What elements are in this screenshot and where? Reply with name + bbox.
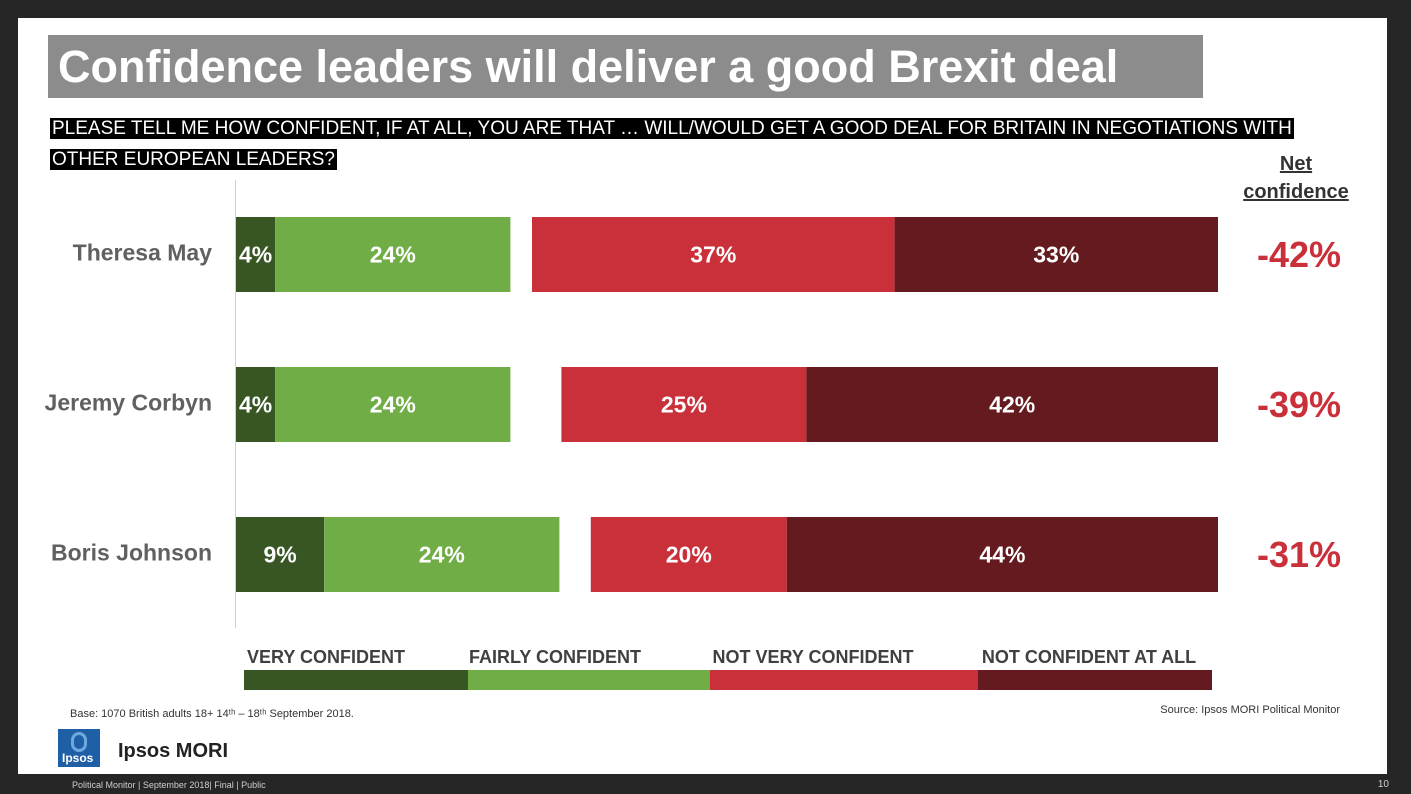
bar-label-fairly-confident: 24% — [370, 242, 416, 268]
bar-fairly-confident — [324, 517, 560, 592]
bar-label-not-very-confident: 20% — [666, 542, 712, 568]
page-number: 10 — [1377, 779, 1389, 790]
bar-not-very-confident — [532, 217, 895, 292]
bar-very-confident — [236, 367, 276, 442]
bar-not-confident-at-all — [806, 367, 1218, 442]
legend-swatch-fairly-confident — [468, 670, 710, 690]
brand-name: Ipsos MORI — [118, 740, 229, 762]
category-label: Theresa May — [73, 240, 213, 266]
bar-label-fairly-confident: 24% — [370, 392, 416, 418]
bar-label-not-very-confident: 25% — [661, 392, 707, 418]
source-note: Source: Ipsos MORI Political Monitor — [1160, 704, 1340, 716]
bar-label-not-confident-at-all: 44% — [979, 542, 1025, 568]
bar-label-very-confident: 9% — [263, 542, 296, 568]
legend-label-not-confident-at-all: NOT CONFIDENT AT ALL — [982, 647, 1196, 667]
category-label: Boris Johnson — [51, 540, 212, 566]
legend-label-not-very-confident: NOT VERY CONFIDENT — [712, 647, 913, 667]
bar-not-very-confident — [590, 517, 787, 592]
footer-text: Political Monitor | September 2018| Fina… — [72, 780, 266, 790]
bar-label-not-very-confident: 37% — [690, 242, 736, 268]
net-confidence-value: -31% — [1257, 534, 1341, 575]
net-confidence-value: -39% — [1257, 384, 1341, 425]
base-note: Base: 1070 British adults 18+ 14ᵗʰ – 18ᵗ… — [70, 708, 354, 720]
bar-label-not-confident-at-all: 42% — [989, 392, 1035, 418]
bar-very-confident — [236, 217, 276, 292]
ipsos-logo-icon — [71, 732, 87, 752]
bar-label-very-confident: 4% — [239, 392, 272, 418]
category-label: Jeremy Corbyn — [45, 390, 212, 416]
title-banner: Confidence leaders will deliver a good B… — [48, 35, 1203, 98]
legend-swatch-not-confident-at-all — [978, 670, 1212, 690]
legend-label-very-confident: VERY CONFIDENT — [247, 647, 405, 667]
question-line-1: PLEASE TELL ME HOW CONFIDENT, IF AT ALL,… — [50, 118, 1294, 139]
net-confidence-value: -42% — [1257, 234, 1341, 275]
bar-very-confident — [236, 517, 325, 592]
bar-not-very-confident — [561, 367, 807, 442]
question-line-2: OTHER EUROPEAN LEADERS? — [50, 149, 337, 170]
bar-label-not-confident-at-all: 33% — [1033, 242, 1079, 268]
bar-fairly-confident — [275, 217, 511, 292]
legend-swatch-not-very-confident — [710, 670, 978, 690]
chart-axis-line — [235, 180, 236, 628]
page-title: Confidence leaders will deliver a good B… — [58, 41, 1119, 92]
logo-text: Ipsos — [62, 751, 94, 765]
bar-not-confident-at-all — [894, 217, 1218, 292]
net-confidence-header: Net confidence — [1236, 150, 1356, 206]
bar-fairly-confident — [275, 367, 511, 442]
net-header-line-1: Net — [1279, 153, 1313, 175]
legend-label-fairly-confident: FAIRLY CONFIDENT — [469, 647, 641, 667]
question-text: PLEASE TELL ME HOW CONFIDENT, IF AT ALL,… — [50, 113, 1345, 175]
bar-label-very-confident: 4% — [239, 242, 272, 268]
bar-label-fairly-confident: 24% — [419, 542, 465, 568]
legend-swatch-very-confident — [244, 670, 468, 690]
ipsos-logo: Ipsos — [58, 729, 100, 767]
net-header-line-2: confidence — [1243, 181, 1349, 203]
bar-not-confident-at-all — [786, 517, 1218, 592]
